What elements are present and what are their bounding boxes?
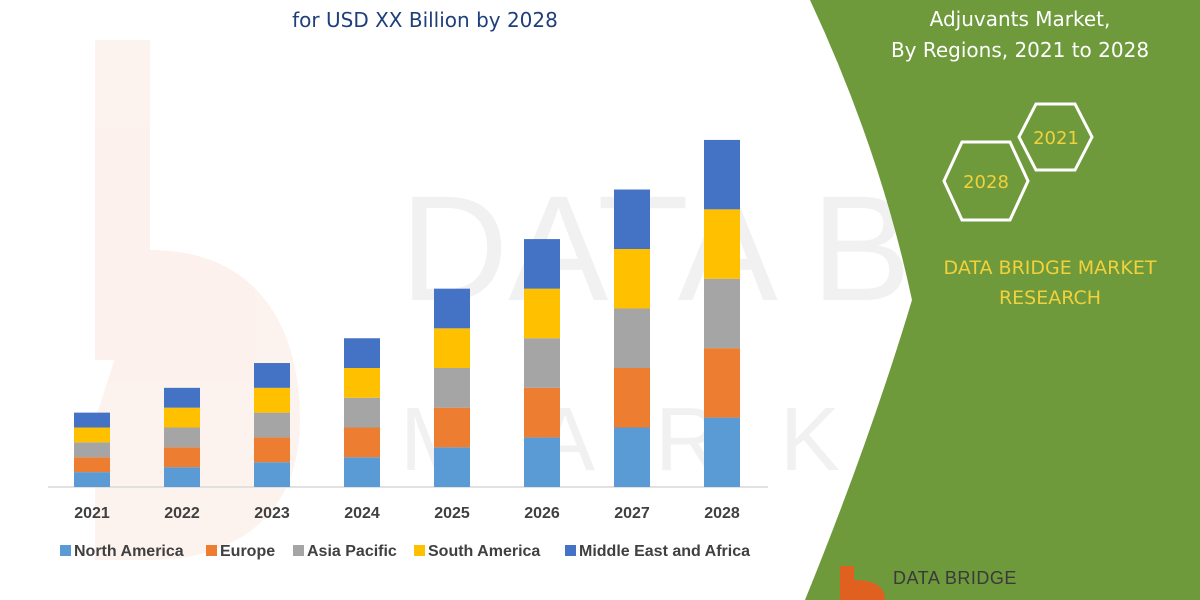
bar-2025-asia-pacific (434, 368, 470, 408)
x-tick-label-2025: 2025 (434, 505, 470, 522)
legend-swatch-north-america (60, 545, 71, 556)
bar-2022-south-america (164, 407, 200, 428)
bar-2028-south-america (704, 209, 740, 279)
bar-2026-europe (524, 387, 560, 438)
bar-2028-north-america (704, 417, 740, 487)
bar-2022-asia-pacific (164, 427, 200, 448)
bar-2023-north-america (254, 462, 290, 487)
bar-2027-europe (614, 368, 650, 428)
panel-line-1: Adjuvants Market, (929, 7, 1111, 31)
bars-group (74, 139, 740, 487)
legend-label-middle-east-and-africa: Middle East and Africa (579, 543, 750, 560)
watermark-logo-stroke (95, 40, 150, 360)
green-side-panel (805, 0, 1200, 600)
bar-2028-asia-pacific (704, 278, 740, 349)
legend-swatch-south-america (414, 545, 425, 556)
bar-2022-north-america (164, 467, 200, 487)
legend-label-north-america: North America (74, 543, 184, 560)
legend-swatch-middle-east-and-africa (565, 545, 576, 556)
bar-2024-north-america (344, 457, 380, 487)
panel-line-2: By Regions, 2021 to 2028 (890, 38, 1150, 62)
legend-swatch-asia-pacific (293, 545, 304, 556)
bar-2025-middle-east-and-africa (434, 288, 470, 329)
legend-label-south-america: South America (428, 543, 540, 560)
bar-2022-middle-east-and-africa (164, 387, 200, 408)
bar-2021-south-america (74, 427, 110, 443)
bar-2025-europe (434, 407, 470, 448)
bar-2026-north-america (524, 437, 560, 487)
bar-2024-middle-east-and-africa (344, 338, 380, 368)
brand-line-1: DATA BRIDGE MARKET (943, 257, 1157, 279)
bar-2028-europe (704, 348, 740, 418)
legend: North America Europe Asia Pacific South Ame… (60, 543, 750, 560)
x-tick-label-2022: 2022 (164, 505, 200, 522)
stacked-bar-chart: 2021 2022 2023 2024 2025 2026 2027 2028 North A… (48, 139, 768, 560)
x-tick-label-2026: 2026 (524, 505, 560, 522)
bar-2021-europe (74, 457, 110, 473)
logo-mark-bowl (854, 580, 885, 600)
bar-2026-middle-east-and-africa (524, 239, 560, 289)
bar-2021-middle-east-and-africa (74, 412, 110, 428)
bar-2024-europe (344, 427, 380, 458)
legend-label-asia-pacific: Asia Pacific (307, 543, 397, 560)
bar-2022-europe (164, 447, 200, 468)
x-tick-label-2027: 2027 (614, 505, 650, 522)
hexagon-2021 (1017, 102, 1094, 172)
logo-mark-stem (840, 566, 854, 600)
bar-2024-asia-pacific (344, 397, 380, 428)
bar-2023-middle-east-and-africa (254, 363, 290, 388)
legend-label-europe: Europe (220, 543, 275, 560)
logo-text: DATA BRIDGE (893, 568, 1017, 588)
bar-2027-south-america (614, 249, 650, 309)
x-tick-label-2024: 2024 (344, 505, 380, 522)
x-tick-label-2028: 2028 (704, 505, 740, 522)
bar-2027-middle-east-and-africa (614, 189, 650, 249)
bar-2027-asia-pacific (614, 308, 650, 368)
bar-2025-south-america (434, 328, 470, 368)
bar-2026-south-america (524, 288, 560, 339)
x-tick-labels: 2021 2022 2023 2024 2025 2026 2027 2028 (74, 505, 740, 522)
bar-2021-north-america (74, 472, 110, 487)
hexagon-label-2028: 2028 (963, 172, 1009, 193)
bar-2025-north-america (434, 447, 470, 487)
bar-2024-south-america (344, 368, 380, 398)
legend-swatch-europe (206, 545, 217, 556)
bar-2023-europe (254, 437, 290, 463)
brand-line-2: RESEARCH (998, 287, 1102, 309)
bar-2023-asia-pacific (254, 412, 290, 438)
bar-2027-north-america (614, 427, 650, 487)
x-tick-label-2023: 2023 (254, 505, 290, 522)
hexagon-label-2021: 2021 (1033, 128, 1079, 149)
bar-2028-middle-east-and-africa (704, 139, 740, 210)
x-tick-label-2021: 2021 (74, 505, 110, 522)
bar-2023-south-america (254, 387, 290, 413)
data-bridge-logo (840, 566, 885, 600)
bar-2021-asia-pacific (74, 442, 110, 458)
chart-title: for USD XX Billion by 2028 (292, 8, 558, 32)
hexagon-2028 (942, 140, 1030, 222)
bar-2026-asia-pacific (524, 338, 560, 388)
